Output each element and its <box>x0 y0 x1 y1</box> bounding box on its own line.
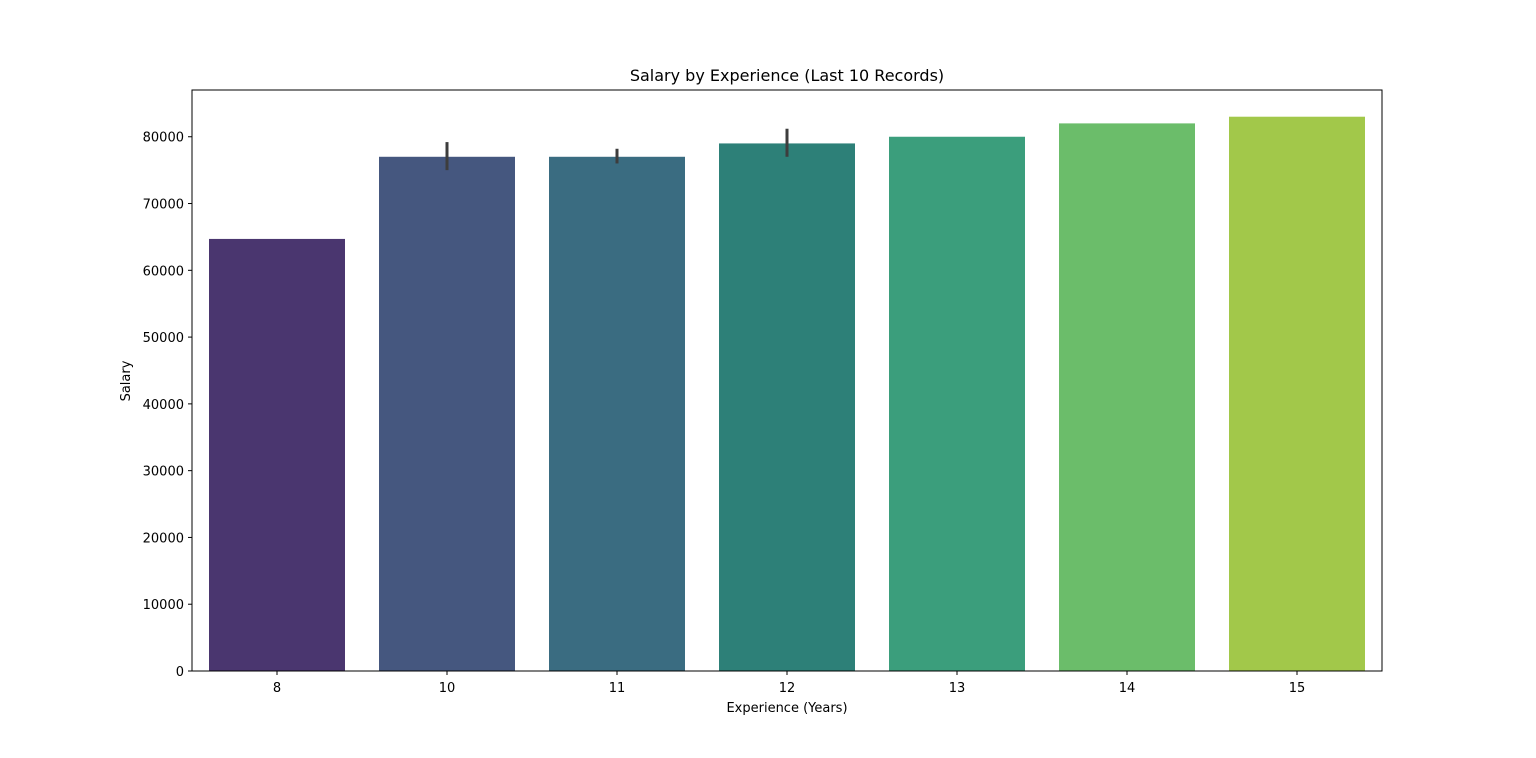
x-tick-label-12: 12 <box>779 681 796 696</box>
y-tick-label-80000: 80000 <box>143 131 184 146</box>
bars-group <box>209 116 1365 672</box>
x-axis-label: Experience (Years) <box>726 701 847 716</box>
y-axis: 0 10000 20000 30000 40000 50000 60000 70000 8000… <box>143 131 192 680</box>
bar-8 <box>209 238 345 672</box>
x-tick-label-8: 8 <box>273 681 281 696</box>
x-tick-label-14: 14 <box>1119 681 1136 696</box>
y-tick-label-50000: 50000 <box>143 331 184 346</box>
plot-frame <box>191 89 1383 672</box>
bar-14 <box>1059 123 1195 671</box>
x-tick-label-11: 11 <box>609 681 626 696</box>
y-tick-label-70000: 70000 <box>143 198 184 213</box>
y-tick-label-20000: 20000 <box>143 531 184 546</box>
bar-13 <box>889 136 1025 671</box>
y-tick-label-60000: 60000 <box>143 264 184 279</box>
bar-11 <box>549 156 685 671</box>
x-tick-label-13: 13 <box>949 681 966 696</box>
bar-10 <box>379 156 515 671</box>
y-tick-label-10000: 10000 <box>143 598 184 613</box>
x-tick-label-10: 10 <box>439 681 456 696</box>
x-axis: 8 10 11 12 13 14 15 <box>273 671 1305 696</box>
bar-12 <box>719 143 855 671</box>
y-tick-label-0: 0 <box>176 665 184 680</box>
x-tick-label-15: 15 <box>1289 681 1306 696</box>
y-tick-label-30000: 30000 <box>143 465 184 480</box>
bar-15 <box>1229 116 1365 671</box>
chart-title: Salary by Experience (Last 10 Records) <box>630 66 944 85</box>
y-axis-label: Salary <box>119 360 134 401</box>
error-bars-group <box>445 128 789 171</box>
y-tick-label-40000: 40000 <box>143 398 184 413</box>
